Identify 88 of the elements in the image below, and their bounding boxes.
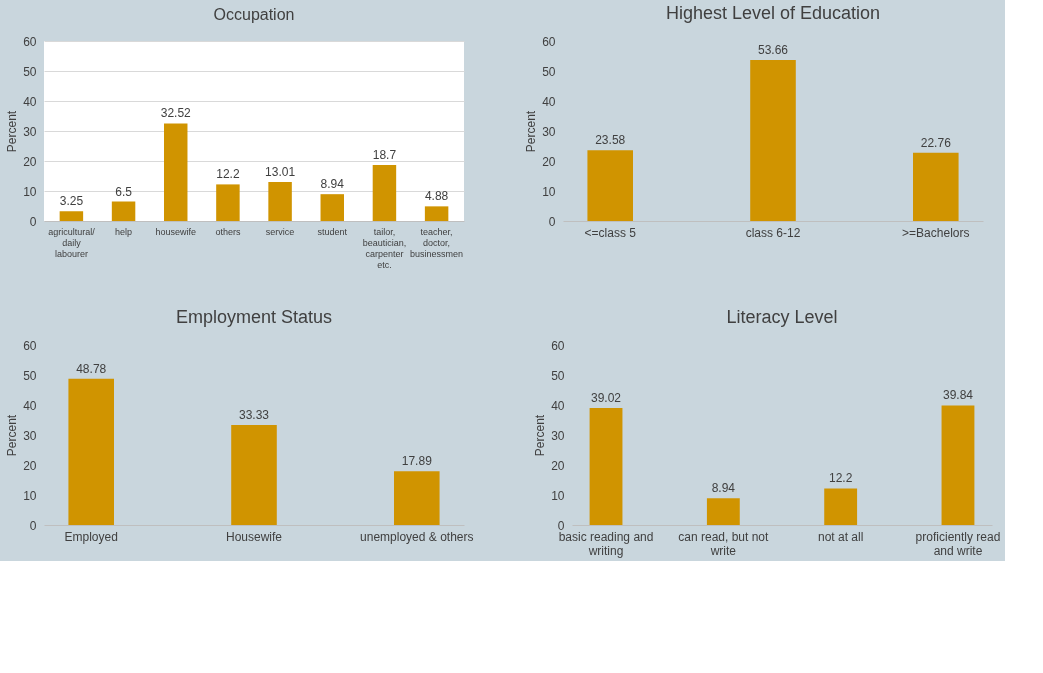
x-tick-label: >=Bachelors	[902, 225, 970, 240]
data-label: 48.78	[76, 361, 107, 376]
y-tick-label: 40	[551, 398, 565, 413]
x-tick-label: Housewife	[225, 529, 283, 544]
data-label: 18.7	[372, 147, 397, 162]
bar	[372, 164, 397, 221]
y-axis-title: Percent	[5, 414, 20, 457]
bar	[59, 211, 84, 221]
data-label: 17.89	[401, 454, 433, 469]
y-tick-label: 10	[551, 488, 565, 503]
y-tick-label: 60	[23, 34, 37, 49]
chart-title: Highest Level of Education	[665, 3, 881, 23]
x-tick-label: unemployed & others	[360, 529, 474, 544]
x-tick-label: agricultural/ daily labourer	[48, 226, 96, 259]
bar	[824, 488, 858, 525]
x-tick-label: can read, but not write	[678, 529, 770, 558]
bar	[164, 123, 188, 221]
bar	[706, 498, 740, 525]
y-tick-label: 40	[23, 398, 37, 413]
data-label: 13.01	[265, 164, 296, 179]
chart-title: Occupation	[213, 6, 295, 23]
data-label: 8.94	[320, 177, 345, 192]
data-label: 6.5	[115, 184, 133, 199]
data-label: 8.94	[711, 481, 736, 496]
x-tick-label: not at all	[817, 529, 864, 544]
y-tick-label: 50	[551, 368, 565, 383]
data-label: 22.76	[920, 135, 952, 150]
y-tick-label: 60	[542, 34, 556, 49]
y-tick-label: 40	[542, 94, 556, 109]
x-tick-label: tailor, beautician, carpenter etc.	[362, 226, 407, 270]
y-tick-label: 20	[23, 458, 37, 473]
y-tick-label: 40	[23, 94, 37, 109]
x-tick-label: Employed	[64, 529, 118, 544]
data-label: 23.58	[595, 133, 626, 148]
chart-title: Employment Status	[175, 307, 333, 327]
y-tick-label: 10	[23, 488, 37, 503]
y-tick-label: 10	[542, 184, 556, 199]
data-label: 3.25	[59, 194, 84, 209]
y-tick-label: 50	[23, 368, 37, 383]
data-label: 4.88	[424, 189, 449, 204]
data-label: 53.66	[757, 43, 789, 58]
bar	[231, 425, 277, 525]
bar	[589, 407, 623, 525]
x-tick-label: class 6-12	[745, 225, 801, 240]
y-tick-label: 10	[23, 184, 37, 199]
y-axis-title: Percent	[5, 110, 20, 153]
x-tick-label: teacher, doctor, businessmen	[410, 226, 464, 259]
bar	[394, 471, 440, 525]
y-tick-label: 60	[551, 338, 565, 353]
y-tick-label: 30	[542, 124, 556, 139]
chart-title: Literacy Level	[726, 307, 838, 327]
y-tick-label: 30	[23, 428, 37, 443]
data-label: 39.02	[591, 390, 622, 405]
bar	[913, 152, 959, 221]
y-tick-label: 20	[23, 154, 37, 169]
bar	[68, 378, 114, 525]
bar	[424, 206, 449, 221]
y-tick-label: 20	[542, 154, 556, 169]
x-tick-label: help	[115, 226, 133, 237]
y-tick-label: 50	[542, 64, 556, 79]
y-tick-label: 50	[23, 64, 37, 79]
y-tick-label: 0	[29, 214, 37, 229]
y-tick-label: 0	[29, 518, 37, 533]
data-label: 39.84	[942, 388, 974, 403]
data-label: 12.2	[216, 167, 240, 182]
x-tick-label: student	[317, 226, 348, 237]
bar	[111, 201, 136, 221]
data-label: 32.52	[160, 106, 192, 121]
bar	[320, 194, 344, 221]
bar	[216, 184, 240, 221]
x-tick-label: others	[215, 226, 241, 237]
y-tick-label: 60	[23, 338, 37, 353]
y-axis-title: Percent	[533, 414, 548, 457]
y-tick-label: 20	[551, 458, 565, 473]
x-tick-label: service	[265, 226, 295, 237]
data-label: 33.33	[238, 408, 270, 423]
bar	[587, 150, 633, 221]
x-tick-label: housewife	[155, 226, 196, 237]
x-tick-label: <=class 5	[584, 225, 637, 240]
y-tick-label: 30	[23, 124, 37, 139]
bar	[750, 60, 796, 221]
bar	[941, 405, 975, 525]
data-label: 12.2	[828, 471, 853, 486]
y-tick-label: 0	[548, 214, 556, 229]
y-tick-label: 30	[551, 428, 565, 443]
x-tick-label: proficiently read and write	[915, 529, 1001, 558]
y-axis-title: Percent	[524, 110, 539, 153]
bar	[268, 181, 292, 221]
